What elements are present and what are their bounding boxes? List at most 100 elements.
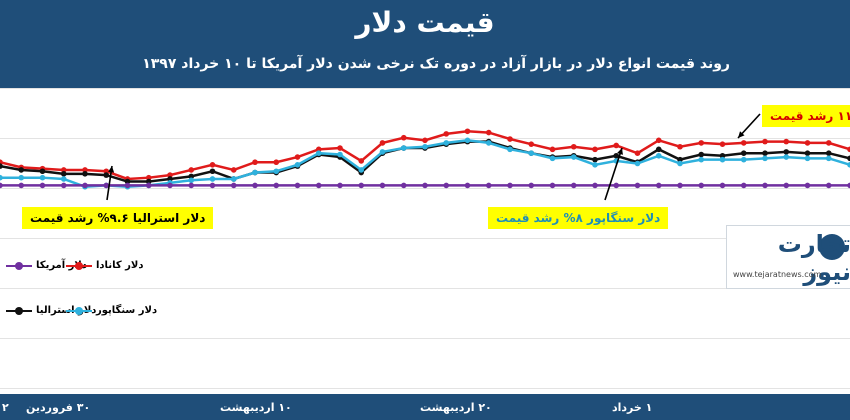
- data-point: [60, 182, 67, 189]
- data-point: [103, 182, 110, 189]
- data-point: [783, 149, 790, 155]
- data-point: [315, 182, 322, 189]
- data-point: [677, 182, 683, 189]
- data-point: [634, 150, 641, 156]
- data-point: [485, 129, 492, 136]
- chart-title: قیمت دلار: [355, 6, 495, 39]
- data-point: [655, 152, 662, 159]
- data-point: [124, 182, 131, 189]
- data-point: [740, 182, 747, 189]
- data-point: [18, 174, 25, 181]
- legend-cad: دلار کانادا: [66, 260, 143, 271]
- data-point: [209, 168, 216, 175]
- data-point: [592, 146, 598, 153]
- data-point: [507, 136, 513, 142]
- data-point: [0, 163, 3, 169]
- data-point: [847, 182, 850, 189]
- data-point: [60, 171, 67, 177]
- data-point: [167, 172, 173, 178]
- data-point: [570, 154, 577, 160]
- data-point: [188, 177, 195, 184]
- data-point: [719, 182, 726, 189]
- data-point: [60, 167, 67, 173]
- data-point: [379, 140, 386, 146]
- data-point: [740, 150, 747, 156]
- legend-sgd: دلار سنگاپور: [66, 305, 157, 316]
- data-point: [762, 138, 768, 145]
- data-point: [655, 137, 662, 144]
- data-point: [698, 151, 705, 158]
- data-point: [230, 182, 237, 189]
- data-point: [804, 140, 811, 146]
- data-point: [379, 149, 386, 155]
- data-point: [762, 150, 768, 156]
- data-point: [592, 156, 598, 163]
- data-point: [847, 162, 850, 168]
- data-point: [443, 131, 450, 137]
- data-point: [740, 156, 747, 163]
- data-point: [358, 167, 365, 173]
- data-point: [507, 146, 513, 153]
- data-point: [719, 141, 726, 147]
- data-point: [634, 182, 641, 189]
- data-point: [39, 168, 46, 175]
- data-point: [188, 182, 195, 189]
- data-point: [804, 182, 811, 189]
- data-point: [230, 176, 237, 182]
- data-point: [443, 140, 450, 146]
- data-point: [0, 182, 3, 189]
- data-point: [698, 182, 705, 189]
- data-point: [464, 128, 471, 135]
- data-point: [379, 182, 386, 189]
- data-point: [804, 150, 811, 156]
- data-point: [528, 141, 535, 147]
- data-point: [252, 182, 258, 189]
- data-point: [337, 182, 343, 189]
- data-point: [677, 143, 683, 150]
- data-point: [762, 182, 768, 189]
- data-point: [677, 160, 683, 167]
- legend-usd-label: دلار آمریکا: [36, 260, 87, 271]
- annotation-arrowhead: [617, 148, 623, 155]
- line-chart: [0, 88, 850, 389]
- x-tick-label: ۲۰ اردیبهشت: [420, 401, 492, 414]
- data-point: [549, 182, 556, 189]
- legend-usd-swatch: [6, 261, 32, 271]
- data-point: [422, 143, 428, 150]
- data-point: [655, 182, 662, 189]
- data-point: [783, 182, 790, 189]
- logo-url: www.tejaratnews.com: [733, 270, 822, 279]
- data-point: [18, 182, 25, 189]
- data-point: [358, 158, 365, 164]
- data-point: [167, 182, 173, 189]
- data-point: [528, 150, 535, 156]
- legend-cad-label: دلار کانادا: [96, 260, 144, 271]
- data-point: [145, 174, 152, 181]
- data-point: [188, 167, 195, 173]
- data-point: [655, 146, 662, 153]
- data-point: [464, 182, 471, 189]
- data-point: [507, 182, 513, 189]
- data-point: [103, 172, 110, 178]
- data-point: [825, 182, 832, 189]
- data-point: [230, 167, 237, 173]
- data-point: [613, 182, 620, 189]
- data-point: [464, 137, 471, 144]
- data-point: [613, 152, 620, 159]
- data-point: [592, 162, 598, 168]
- data-point: [485, 182, 492, 189]
- data-point: [145, 178, 152, 185]
- data-point: [400, 134, 407, 141]
- data-point: [485, 140, 492, 146]
- series-7030a0: [0, 182, 850, 189]
- data-point: [167, 176, 173, 182]
- x-tick-label: ۳۰ فروردین: [26, 401, 91, 414]
- data-point: [294, 154, 301, 160]
- data-point: [82, 171, 88, 177]
- data-point: [252, 159, 258, 166]
- data-point: [570, 143, 577, 150]
- data-point: [82, 167, 88, 173]
- data-point: [18, 167, 25, 173]
- x-tick-label: ۲: [2, 401, 9, 414]
- data-point: [273, 159, 280, 166]
